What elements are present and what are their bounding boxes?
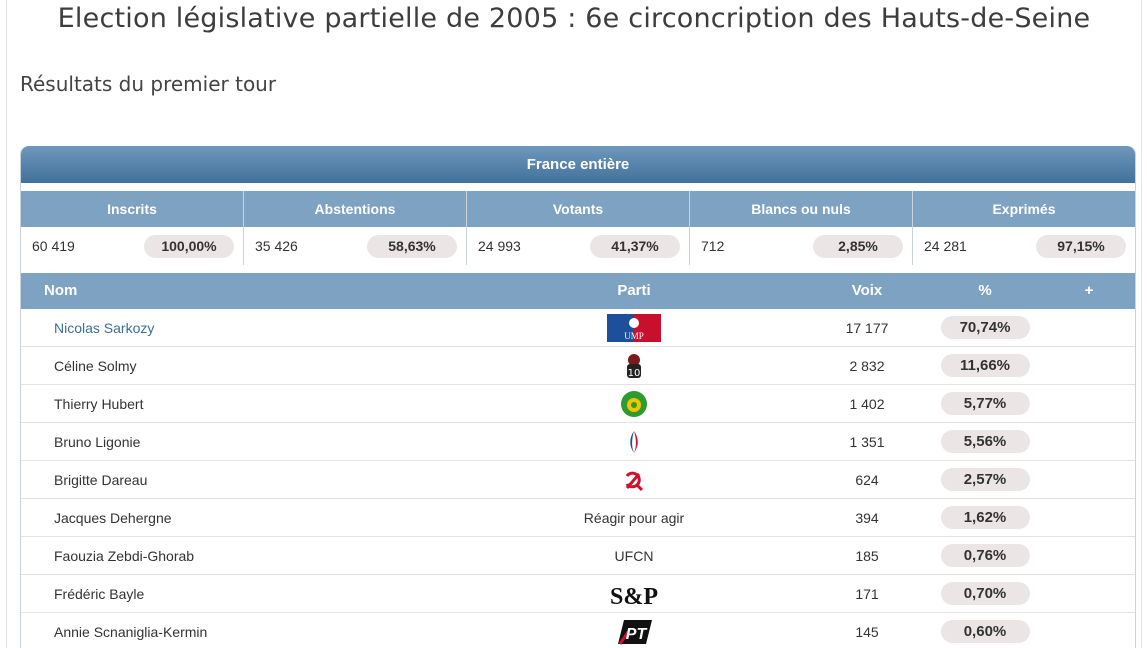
summary-blancs: Blancs ou nuls 712 2,85% [690, 191, 913, 265]
percentage: 11,66% [940, 354, 1030, 377]
pt-logo: PT [618, 619, 652, 645]
votes: 145 [855, 623, 879, 640]
summary-pct: 97,15% [1036, 234, 1126, 258]
percentage: 0,70% [940, 582, 1030, 605]
candidate-name: Annie Scnaniglia-Kermin [54, 623, 208, 640]
table-row: Brigitte Dareau 624 2,57% [21, 461, 1135, 499]
candidate-name: Brigitte Dareau [54, 471, 148, 488]
results-panel: France entière Inscrits 60 419 100,00% Ab… [20, 146, 1136, 648]
votes: 1 402 [849, 395, 885, 412]
table-row: Faouzia Zebdi-Ghorab UFCN 185 0,76% [21, 537, 1135, 575]
summary-label: Votants [467, 191, 689, 227]
candidate-name: Thierry Hubert [54, 395, 144, 412]
summary-exprimes: Exprimés 24 281 97,15% [913, 191, 1135, 265]
summary-pct: 2,85% [813, 234, 903, 258]
scope-header: France entière [21, 146, 1135, 183]
candidate-name: Bruno Ligonie [54, 433, 141, 450]
votes: 17 177 [845, 319, 889, 336]
page-title: Election législative partielle de 2005 :… [57, 3, 1091, 34]
header-parti[interactable]: Parti [617, 282, 651, 299]
votes: 394 [855, 509, 879, 526]
header-nom[interactable]: Nom [44, 282, 78, 299]
summary-label: Blancs ou nuls [690, 191, 912, 227]
table-row: Jacques Dehergne Réagir pour agir 394 1,… [21, 499, 1135, 537]
percentage: 70,74% [940, 316, 1030, 339]
svg-text:PT: PT [626, 626, 648, 643]
summary-pct: 100,00% [144, 234, 234, 258]
summary-value: 60 419 [32, 238, 75, 254]
votes: 171 [855, 585, 879, 602]
pcf-logo [625, 471, 644, 491]
svg-text:10: 10 [628, 368, 641, 379]
verts-logo [621, 390, 647, 417]
summary-votants: Votants 24 993 41,37% [467, 191, 690, 265]
table-header: Nom Parti Voix % + [21, 273, 1135, 309]
summary-value: 35 426 [255, 238, 298, 254]
summary-label: Abstentions [244, 191, 466, 227]
section-title: Résultats du premier tour [20, 72, 277, 96]
table-row: Thierry Hubert 1 402 5,77% [21, 385, 1135, 423]
summary-inscrits: Inscrits 60 419 100,00% [21, 191, 244, 265]
votes: 624 [855, 471, 879, 488]
percentage: 0,60% [940, 620, 1030, 643]
table-row: Bruno Ligonie 1 351 5,56% [21, 423, 1135, 461]
header-plus[interactable]: + [1084, 282, 1094, 299]
percentage: 5,56% [940, 430, 1030, 453]
table-row: Frédéric Bayle S&P 171 0,70% [21, 575, 1135, 613]
page: Election législative partielle de 2005 :… [6, 0, 1142, 648]
table-row: Annie Scnaniglia-Kermin PT 145 0,60% [21, 613, 1135, 648]
summary-table: Inscrits 60 419 100,00% Abstentions 35 42… [21, 191, 1135, 265]
summary-pct: 58,63% [367, 234, 457, 258]
party-name: UFCN [614, 547, 654, 564]
ump-logo: UMP [607, 313, 661, 342]
table-row: Nicolas Sarkozy UMP 17 177 70,74% [21, 309, 1135, 347]
summary-label: Exprimés [913, 191, 1135, 227]
percentage: 2,57% [940, 468, 1030, 491]
votes: 185 [855, 547, 879, 564]
candidate-name: Jacques Dehergne [54, 509, 172, 526]
summary-pct: 41,37% [590, 234, 680, 258]
summary-label: Inscrits [21, 191, 243, 227]
candidate-name: Frédéric Bayle [54, 585, 145, 602]
svg-text:S&P: S&P [610, 584, 658, 608]
fn-logo [630, 430, 638, 453]
percentage: 1,62% [940, 506, 1030, 529]
votes: 1 351 [849, 433, 885, 450]
candidates-table: Nom Parti Voix % + Nicolas Sarkozy UMP [21, 273, 1135, 648]
summary-value: 24 281 [924, 238, 967, 254]
candidate-link[interactable]: Nicolas Sarkozy [54, 319, 155, 336]
percentage: 5,77% [940, 392, 1030, 415]
percentage: 0,76% [940, 544, 1030, 567]
ps-logo: 10 [627, 353, 641, 379]
summary-value: 24 993 [478, 238, 521, 254]
svg-text:UMP: UMP [624, 331, 644, 341]
votes: 2 832 [849, 357, 885, 374]
candidate-name: Faouzia Zebdi-Ghorab [54, 547, 195, 564]
sp-logo: S&P [610, 584, 658, 608]
party-name: Réagir pour agir [583, 509, 685, 526]
header-pct[interactable]: % [978, 282, 992, 299]
summary-value: 712 [701, 238, 725, 254]
table-row: Céline Solmy 10 2 832 11,66% [21, 347, 1135, 385]
summary-abstentions: Abstentions 35 426 58,63% [244, 191, 467, 265]
candidate-name: Céline Solmy [54, 357, 137, 374]
header-voix[interactable]: Voix [851, 282, 883, 299]
